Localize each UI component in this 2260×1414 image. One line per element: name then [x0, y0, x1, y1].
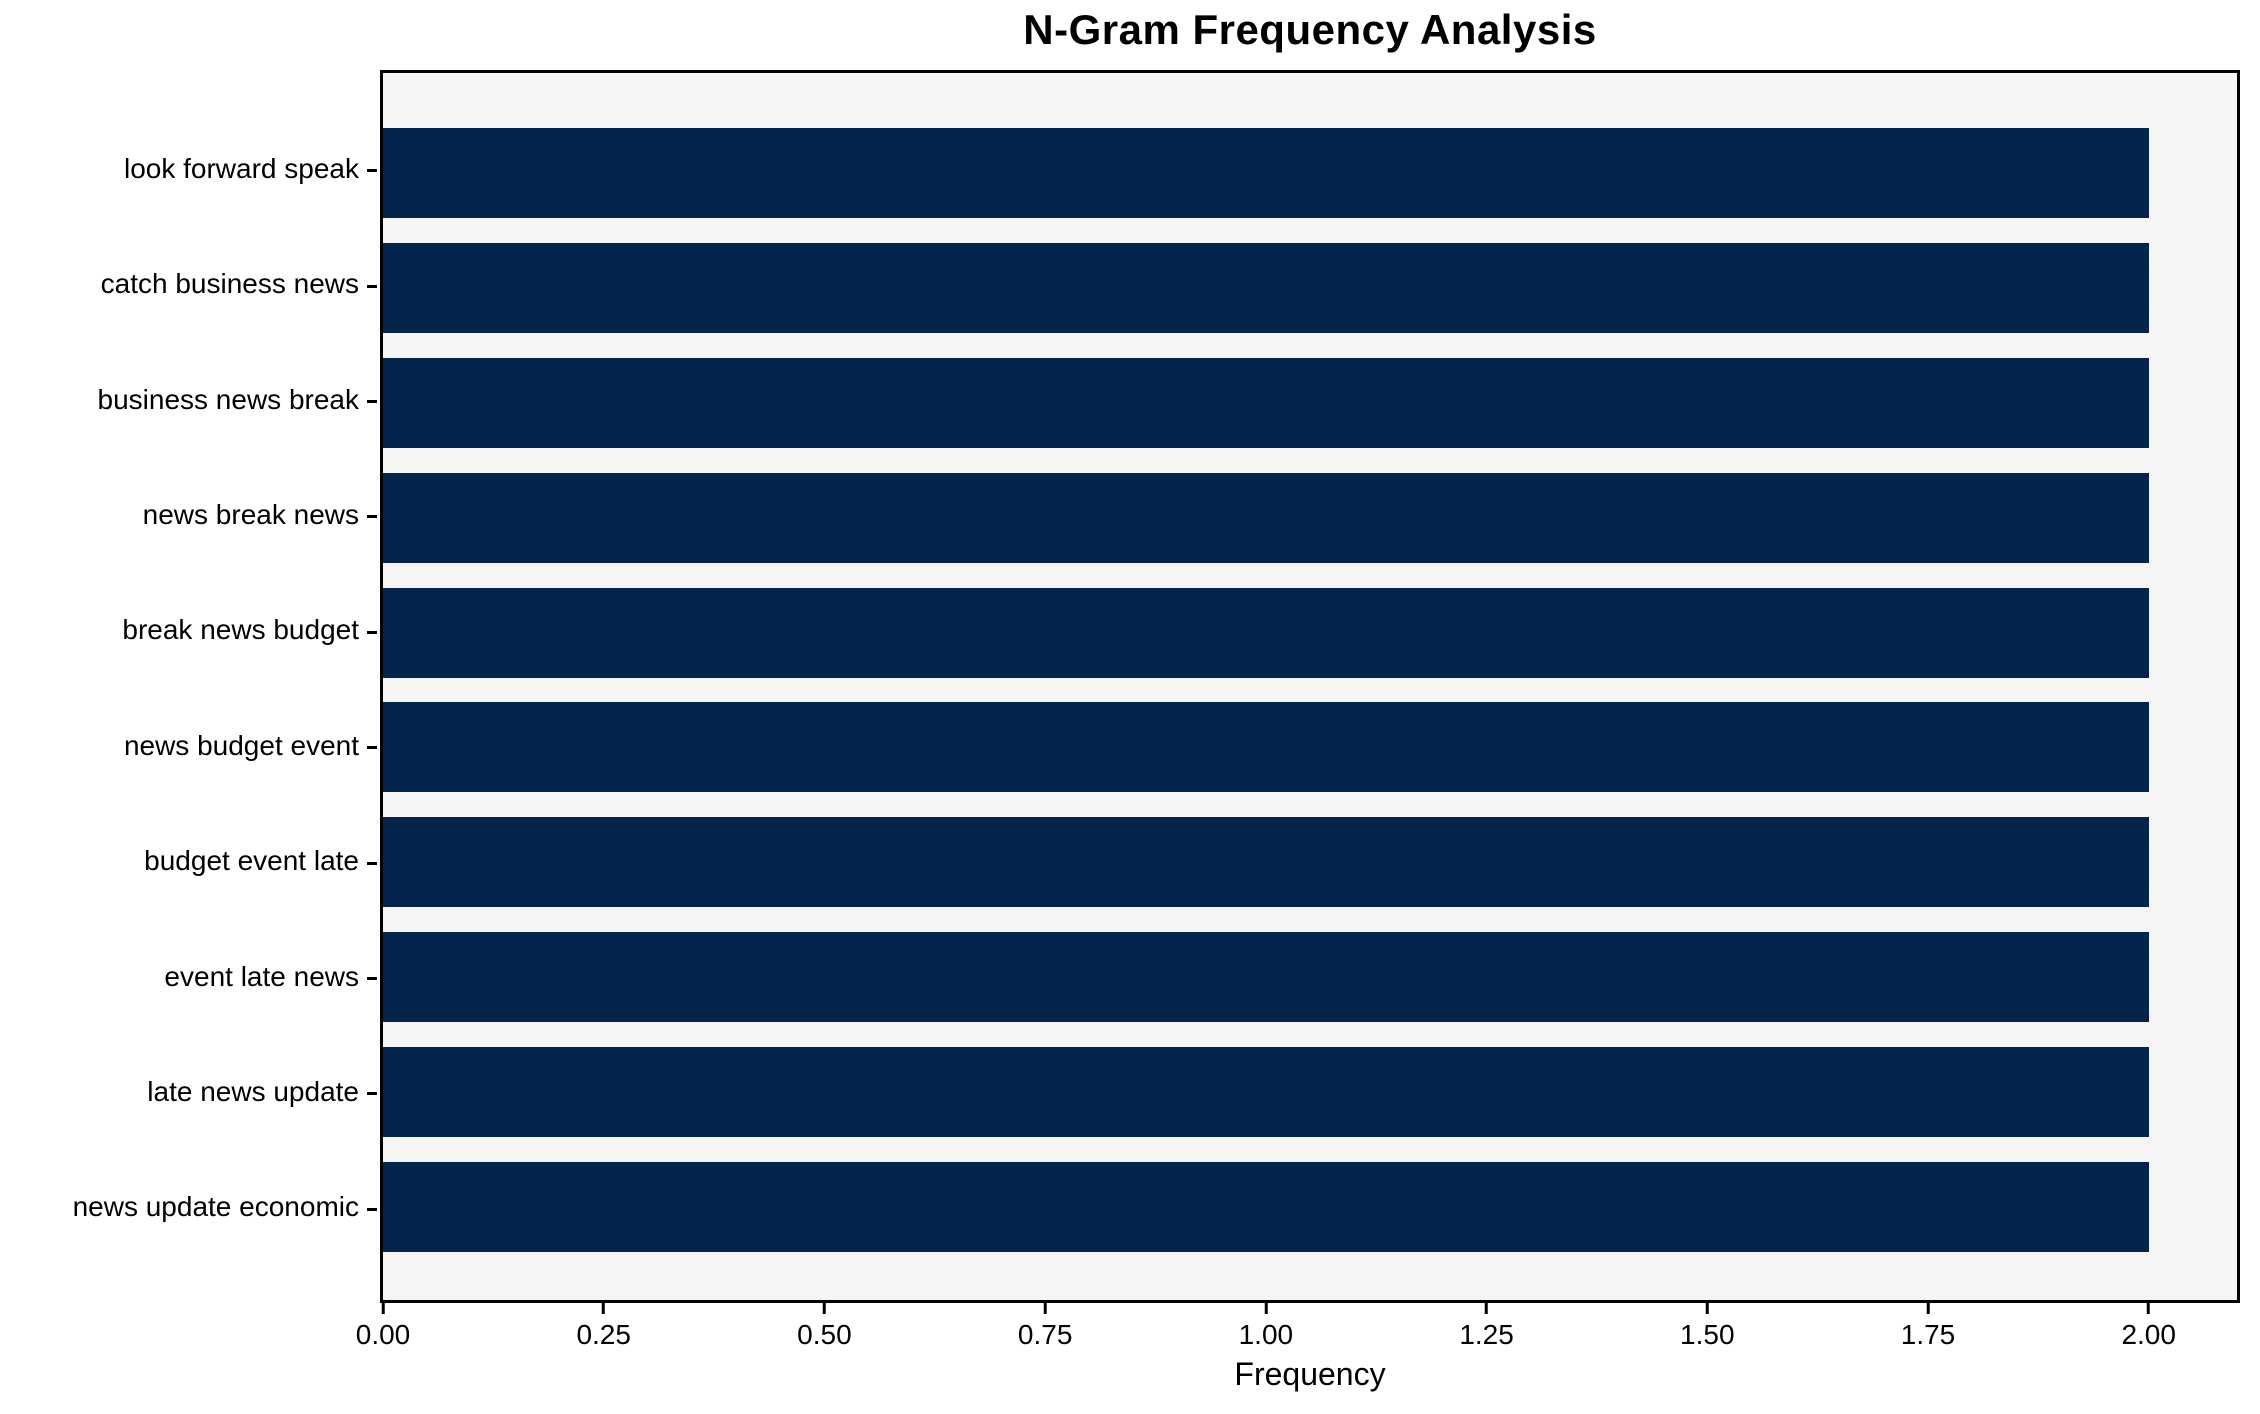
x-tick-label: 0.75 — [1017, 1319, 1073, 1350]
x-tick: 1.00 — [1238, 1303, 1294, 1351]
x-tick-label: 0.25 — [576, 1319, 631, 1350]
bar — [383, 1161, 2149, 1252]
x-tick-label: 1.00 — [1238, 1319, 1294, 1350]
y-tick-mark — [367, 861, 377, 865]
y-tick-mark — [367, 515, 377, 519]
x-tick: 1.75 — [1900, 1303, 1956, 1351]
plot-area — [380, 70, 2240, 1303]
x-tick-label: 0.50 — [797, 1319, 852, 1350]
x-axis-label: Frequency — [1234, 1356, 1386, 1392]
bar — [383, 931, 2149, 1022]
y-tick-mark — [367, 400, 377, 404]
y-tick-label: catch business news — [100, 268, 359, 300]
bar — [383, 243, 2149, 334]
y-tick-label: news budget event — [123, 729, 359, 761]
y-axis-labels: look forward speak catch business news bus… — [0, 70, 377, 1303]
y-tick-label: event late news — [164, 960, 359, 992]
bar-row — [383, 1149, 2237, 1264]
bar-row — [383, 920, 2237, 1035]
x-tick-mark — [602, 1303, 606, 1314]
x-tick-label: 2.00 — [2121, 1319, 2176, 1350]
x-tick-mark — [1705, 1303, 1709, 1314]
y-tick-row: break news budget — [0, 575, 377, 690]
y-tick-mark — [367, 284, 377, 288]
y-tick-row: late news update — [0, 1036, 377, 1151]
x-tick: 1.50 — [1680, 1303, 1735, 1351]
y-tick-row: news update economic — [0, 1152, 377, 1267]
bar-row — [383, 231, 2237, 346]
bar — [383, 587, 2149, 678]
bar — [383, 128, 2149, 219]
y-tick-mark — [367, 169, 377, 173]
y-tick-label: news break news — [142, 498, 359, 530]
y-tick-label: budget event late — [144, 845, 359, 877]
x-tick-label: 1.75 — [1900, 1319, 1956, 1350]
y-tick-mark — [367, 746, 377, 750]
bar-row — [383, 805, 2237, 920]
bar — [383, 1046, 2149, 1137]
y-tick-row: news budget event — [0, 690, 377, 805]
x-tick-mark — [1264, 1303, 1268, 1314]
chart-title: N-Gram Frequency Analysis — [1023, 6, 1597, 53]
y-tick-row: business news break — [0, 344, 377, 459]
x-tick: 0.00 — [355, 1303, 411, 1351]
y-tick-row: news break news — [0, 459, 377, 574]
bar-row — [383, 460, 2237, 575]
y-tick-row: budget event late — [0, 805, 377, 920]
x-tick-mark — [2147, 1303, 2151, 1314]
x-tick-label: 1.50 — [1680, 1319, 1735, 1350]
bar-row — [383, 346, 2237, 461]
bar — [383, 817, 2149, 908]
x-tick-mark — [381, 1303, 385, 1314]
bar-row — [383, 116, 2237, 231]
y-tick-mark — [367, 630, 377, 634]
y-tick-row: catch business news — [0, 228, 377, 343]
x-tick: 2.00 — [2121, 1303, 2176, 1351]
bar — [383, 702, 2149, 793]
y-tick-mark — [367, 1092, 377, 1096]
y-tick-label: news update economic — [72, 1191, 359, 1223]
y-tick-mark — [367, 1207, 377, 1211]
y-tick-row: event late news — [0, 921, 377, 1036]
x-tick-label: 0.00 — [355, 1319, 411, 1350]
x-tick-mark — [1043, 1303, 1047, 1314]
y-tick-label: late news update — [147, 1075, 359, 1107]
x-tick-mark — [1926, 1303, 1930, 1314]
y-tick-label: look forward speak — [123, 152, 359, 184]
x-axis-ticks: 0.00 0.25 0.50 0.75 1.00 1.25 1.50 1.75 2.00 — [356, 1303, 2237, 1373]
x-tick: 0.50 — [797, 1303, 852, 1351]
y-tick-row: look forward speak — [0, 113, 377, 228]
bar — [383, 472, 2149, 563]
x-tick-label: 1.25 — [1459, 1319, 1514, 1350]
bar-row — [383, 575, 2237, 690]
x-tick-mark — [1485, 1303, 1489, 1314]
y-tick-label: break news budget — [122, 614, 359, 646]
x-tick-mark — [822, 1303, 826, 1314]
bar-row — [383, 690, 2237, 805]
bars-area — [383, 73, 2237, 1300]
x-tick: 0.25 — [576, 1303, 631, 1351]
x-tick: 0.75 — [1017, 1303, 1073, 1351]
y-tick-mark — [367, 977, 377, 981]
bar — [383, 357, 2149, 448]
x-tick: 1.25 — [1459, 1303, 1514, 1351]
bar-row — [383, 1034, 2237, 1149]
y-tick-label: business news break — [97, 383, 359, 415]
